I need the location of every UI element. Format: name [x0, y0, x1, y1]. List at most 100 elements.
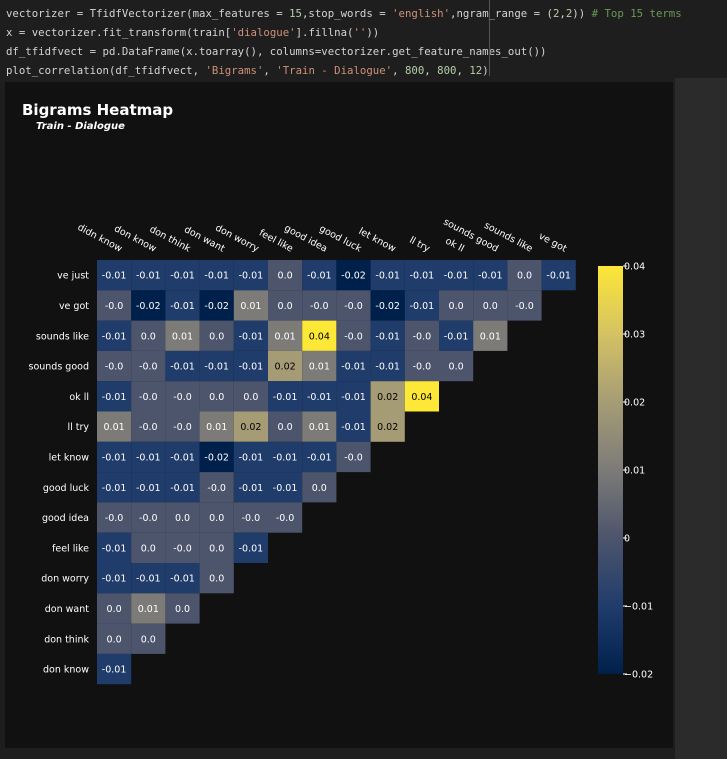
cell-value-label: 0.0	[278, 422, 293, 433]
code-token: ,ngram_range = (	[450, 7, 553, 20]
heatmap-cell	[404, 381, 439, 412]
cell-value-label: -0.0	[173, 392, 192, 403]
cell-value-label: 0.02	[377, 422, 398, 433]
cell-value-label: -0.01	[136, 483, 161, 494]
heatmap-cell	[233, 260, 268, 291]
cell-value-label: -0.0	[105, 362, 124, 373]
y-tick-label: don think	[44, 634, 89, 645]
heatmap-cell	[370, 350, 405, 382]
chart-subtitle: Train - Dialogue	[36, 121, 125, 132]
cell-value-label: 0.01	[172, 331, 193, 342]
cell-value-label: -0.01	[102, 665, 127, 676]
cell-value-label: -0.0	[413, 362, 432, 373]
y-tick-label: good luck	[43, 483, 90, 494]
cell-value-label: -0.01	[239, 452, 264, 463]
heatmap-cell	[131, 411, 166, 442]
heatmap-cell	[97, 472, 132, 503]
cell-value-label: 0.01	[206, 422, 227, 433]
code-line: x = vectorizer.fit_transform(train['dial…	[6, 23, 682, 42]
heatmap-cell	[199, 441, 234, 473]
cell-value-label: 0.04	[309, 331, 330, 342]
cell-value-label: -0.0	[139, 513, 158, 524]
cell-value-label: -0.01	[102, 392, 127, 403]
heatmap-cell	[302, 320, 337, 351]
cell-value-label: -0.02	[375, 301, 400, 312]
code-token: 800	[437, 64, 457, 77]
heatmap-cell	[336, 290, 371, 321]
cell-value-label: -0.01	[170, 301, 195, 312]
cell-value-label: 0.02	[377, 392, 398, 403]
code-token: 2	[565, 7, 573, 20]
cell-value-label: 0.0	[278, 301, 293, 312]
colorbar-tick-label: 0.01	[624, 466, 645, 477]
heatmap-cell	[404, 320, 439, 351]
cell-value-label: -0.01	[410, 301, 435, 312]
heatmap-cell	[131, 593, 166, 624]
cell-value-label: -0.01	[204, 271, 229, 282]
heatmap-figure: Bigrams Heatmap Train - Dialogue didn kn…	[5, 82, 673, 748]
code-editor[interactable]: vectorizer = TfidfVectorizer(max_feature…	[6, 4, 682, 80]
cell-value-label: -0.01	[204, 362, 229, 373]
cell-value-label: 0.0	[209, 513, 224, 524]
code-token: ,	[424, 64, 438, 77]
cell-value-label: 0.0	[449, 362, 464, 373]
cell-value-label: -0.01	[375, 362, 400, 373]
code-token: 'dialogue'	[231, 26, 296, 39]
cell-value-label: -0.01	[546, 271, 571, 282]
heatmap-cell	[268, 381, 303, 412]
y-tick-label: let know	[49, 452, 90, 463]
code-token: 'Bigrams'	[205, 64, 264, 77]
code-cell[interactable]: vectorizer = TfidfVectorizer(max_feature…	[0, 0, 727, 78]
heatmap-cell	[131, 532, 166, 563]
heatmap-cell	[165, 532, 200, 563]
heatmap-cell	[131, 563, 166, 594]
code-token: 12	[469, 64, 483, 77]
cell-divider	[489, 0, 490, 76]
code-token: ''	[353, 26, 367, 39]
heatmap-cell	[97, 320, 132, 351]
cell-value-label: -0.0	[207, 483, 226, 494]
cell-value-label: -0.01	[307, 271, 332, 282]
cell-value-label: -0.01	[170, 362, 195, 373]
colorbar-tick-label: 0	[624, 534, 630, 545]
cell-value-label: -0.0	[105, 301, 124, 312]
cell-value-label: 0.02	[240, 422, 261, 433]
cell-value-label: -0.01	[170, 574, 195, 585]
heatmap-cell	[370, 260, 405, 291]
heatmap-cell	[370, 411, 405, 442]
cell-value-label: 0.0	[141, 634, 156, 645]
heatmap-cell	[165, 411, 200, 442]
code-line: plot_correlation(df_tfidfvect, 'Bigrams'…	[6, 61, 682, 80]
heatmap-cell	[97, 502, 132, 533]
cell-value-label: -0.01	[102, 574, 127, 585]
heatmap-cell	[233, 381, 268, 412]
heatmap-cell	[404, 260, 439, 291]
cell-value-label: -0.0	[105, 513, 124, 524]
x-tick-label: let know	[357, 226, 398, 255]
cell-value-label: -0.01	[239, 483, 264, 494]
cell-value-label: -0.01	[239, 331, 264, 342]
heatmap-cell	[268, 472, 303, 503]
heatmap-cell	[233, 472, 268, 503]
heatmap-cell	[473, 290, 508, 321]
heatmap-cell	[199, 563, 234, 594]
heatmap-cell	[336, 441, 371, 473]
code-token: ,	[392, 64, 405, 77]
cell-value-label: 0.0	[449, 301, 464, 312]
heatmap-cell	[97, 593, 132, 624]
heatmap-cell	[370, 320, 405, 351]
cell-value-label: -0.0	[344, 331, 363, 342]
code-token: 15	[289, 7, 302, 20]
heatmap-cell	[404, 350, 439, 382]
cell-value-label: -0.01	[341, 392, 366, 403]
cell-value-label: 0.0	[483, 301, 498, 312]
cell-value-label: 0.01	[309, 362, 330, 373]
heatmap-cell	[97, 290, 132, 321]
heatmap-cell	[199, 320, 234, 351]
cell-value-label: -0.01	[136, 574, 161, 585]
cell-value-label: -0.0	[276, 513, 295, 524]
heatmap-cell	[199, 381, 234, 412]
cell-value-label: -0.02	[341, 271, 366, 282]
cell-value-label: -0.01	[102, 483, 127, 494]
heatmap-cell	[507, 290, 542, 321]
